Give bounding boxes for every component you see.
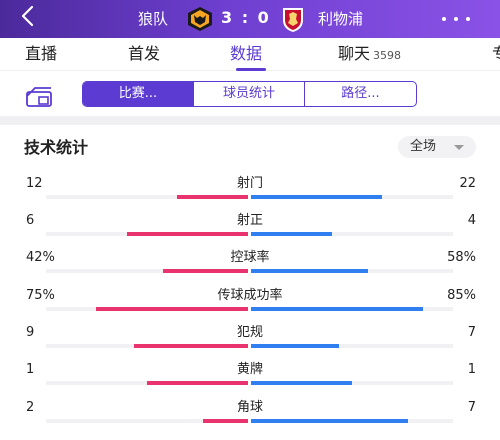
away-bar <box>251 419 408 423</box>
away-bar <box>251 381 352 385</box>
home-value: 2 <box>26 400 35 415</box>
section-title: 技术统计 <box>24 138 89 157</box>
tab-more[interactable]: 专 <box>492 44 500 64</box>
home-value: 42% <box>26 250 55 265</box>
active-tab-indicator <box>236 68 266 71</box>
away-bar-track <box>251 381 453 385</box>
away-value: 7 <box>467 325 476 340</box>
home-bar <box>134 344 248 348</box>
stat-row: 12 射门 22 <box>0 176 500 206</box>
home-team-name[interactable]: 狼队 <box>138 10 169 28</box>
stat-row: 1 黄牌 1 <box>0 362 500 392</box>
away-value: 58% <box>447 250 476 265</box>
stat-name: 黄牌 <box>236 362 263 377</box>
home-value: 12 <box>26 176 43 191</box>
tab-chat[interactable]: 聊天 3598 <box>338 44 401 66</box>
home-bar-track <box>46 269 248 273</box>
period-selector[interactable]: 全场 <box>398 136 476 158</box>
wolves-logo-icon[interactable] <box>187 6 213 32</box>
stat-name: 犯规 <box>236 325 263 340</box>
home-value: 75% <box>26 288 55 303</box>
stat-name: 射门 <box>236 176 263 191</box>
stat-row: 9 犯规 7 <box>0 325 500 355</box>
home-bar <box>177 195 248 199</box>
home-bar <box>96 307 248 311</box>
tab-chat-label: 聊天 <box>338 44 371 63</box>
tech-stats-card <box>0 125 500 440</box>
home-bar <box>163 269 248 273</box>
stat-name: 控球率 <box>230 250 270 265</box>
back-chevron-icon[interactable] <box>20 5 34 34</box>
stat-name: 传球成功率 <box>217 288 283 303</box>
away-bar-track <box>251 232 453 236</box>
home-value: 9 <box>26 325 35 340</box>
segment-path[interactable]: 路径... <box>341 86 380 101</box>
stat-row: 2 角球 7 <box>0 400 500 430</box>
period-selector-label: 全场 <box>410 139 437 154</box>
home-bar <box>147 381 248 385</box>
away-team-name[interactable]: 利物浦 <box>318 10 364 28</box>
liverpool-logo-icon[interactable] <box>280 5 306 33</box>
away-bar-track <box>251 344 453 348</box>
away-bar <box>251 344 339 348</box>
home-value: 6 <box>26 213 35 228</box>
tab-live[interactable]: 直播 <box>25 44 58 63</box>
segment-divider <box>304 82 305 106</box>
stat-row: 6 射正 4 <box>0 213 500 243</box>
match-header: 狼队 3 : 0 利物浦 <box>0 0 500 38</box>
away-value: 1 <box>467 362 476 377</box>
match-score: 3 : 0 <box>221 8 271 27</box>
away-value: 4 <box>467 213 476 228</box>
segment-divider <box>193 82 194 106</box>
away-value: 85% <box>447 288 476 303</box>
away-bar <box>251 307 423 311</box>
stat-name: 角球 <box>236 400 263 415</box>
segment-player-stats[interactable]: 球员统计 <box>222 86 275 101</box>
chevron-down-icon <box>454 145 464 150</box>
home-bar <box>127 232 248 236</box>
home-value: 1 <box>26 362 35 377</box>
stat-row: 42% 控球率 58% <box>0 250 500 280</box>
away-bar <box>251 195 382 199</box>
more-dots-icon[interactable] <box>440 9 480 27</box>
tab-data[interactable]: 数据 <box>230 44 263 63</box>
share-screen-icon[interactable] <box>25 84 57 108</box>
stat-row: 75% 传球成功率 85% <box>0 288 500 318</box>
home-bar <box>203 419 248 423</box>
tab-lineup[interactable]: 首发 <box>128 44 161 63</box>
away-value: 22 <box>459 176 476 191</box>
home-bar-track <box>46 419 248 423</box>
home-bar-track <box>46 195 248 199</box>
tab-chat-count: 3598 <box>373 49 402 62</box>
away-bar <box>251 232 332 236</box>
segment-match-stats[interactable]: 比赛... <box>83 82 193 106</box>
stats-segmented-control: 比赛... 球员统计 路径... <box>82 81 417 107</box>
stat-name: 射正 <box>236 213 263 228</box>
away-value: 7 <box>467 400 476 415</box>
away-bar <box>251 269 368 273</box>
